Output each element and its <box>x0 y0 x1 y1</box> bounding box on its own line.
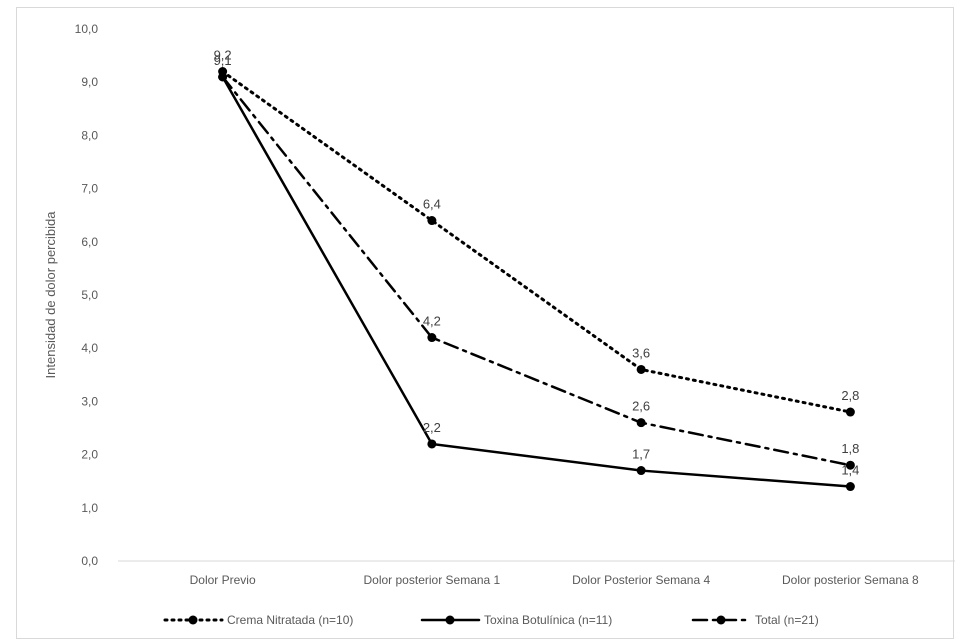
y-tick-label: 0,0 <box>81 554 98 568</box>
data-label: 2,2 <box>423 420 441 435</box>
y-tick-label: 4,0 <box>81 341 98 355</box>
series-3-point <box>845 460 855 470</box>
y-tick-label: 6,0 <box>81 235 98 249</box>
legend-swatch-marker <box>188 615 198 625</box>
series-2-point <box>636 466 646 476</box>
series-line-2 <box>221 75 852 488</box>
legend-swatch-marker <box>716 615 726 625</box>
data-label: 9,2 <box>214 48 232 63</box>
data-label: 4,2 <box>423 314 441 329</box>
data-label: 1,4 <box>841 463 859 478</box>
x-category-label: Dolor Posterior Semana 4 <box>572 573 710 587</box>
series-1-point <box>427 216 437 226</box>
x-category-label: Dolor posterior Semana 8 <box>782 573 919 587</box>
legend-label: Crema Nitratada (n=10) <box>227 613 353 627</box>
legend-label: Total (n=21) <box>755 613 819 627</box>
series-3-point <box>427 333 437 343</box>
data-label: 2,8 <box>841 388 859 403</box>
y-tick-label: 1,0 <box>81 501 98 515</box>
x-category-label: Dolor posterior Semana 1 <box>364 573 501 587</box>
y-tick-label: 2,0 <box>81 448 98 462</box>
legend-swatch-marker <box>445 615 455 625</box>
y-tick-label: 10,0 <box>75 22 99 36</box>
y-tick-label: 7,0 <box>81 182 98 196</box>
series-line-3 <box>221 75 852 467</box>
x-category-label: Dolor Previo <box>190 573 256 587</box>
series-2-point <box>427 439 437 449</box>
y-tick-label: 3,0 <box>81 394 98 408</box>
y-tick-label: 9,0 <box>81 75 98 89</box>
data-label: 3,6 <box>632 345 650 360</box>
series-1-point <box>845 407 855 417</box>
data-label: 2,6 <box>632 399 650 414</box>
data-label: 1,7 <box>632 447 650 462</box>
series-2-point <box>845 482 855 492</box>
legend-label: Toxina Botulínica (n=11) <box>484 613 612 627</box>
y-axis-title: Intensidad de dolor percibida <box>43 211 58 379</box>
series-3-point <box>218 72 228 82</box>
y-tick-label: 8,0 <box>81 128 98 142</box>
series-1-point <box>636 364 646 374</box>
chart-frame <box>16 7 954 639</box>
series-line-1 <box>221 70 852 414</box>
data-label: 6,4 <box>423 197 441 212</box>
series-3-point <box>636 418 646 428</box>
y-tick-label: 5,0 <box>81 288 98 302</box>
data-label: 1,8 <box>841 441 859 456</box>
data-label: 9,1 <box>214 53 232 68</box>
